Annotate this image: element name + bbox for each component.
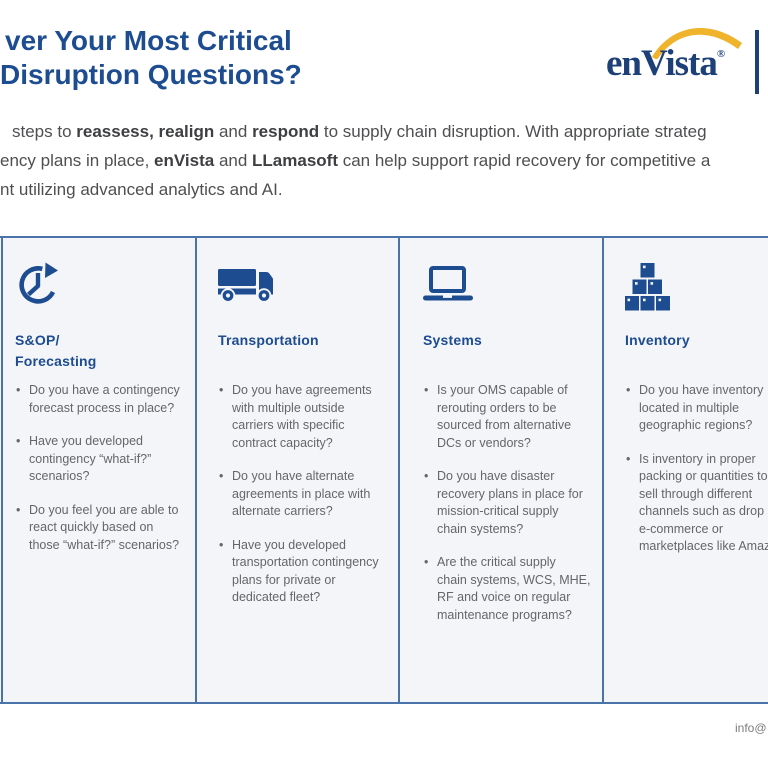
truck-icon bbox=[218, 267, 274, 307]
registered-trademark: ® bbox=[716, 48, 726, 60]
column-divider-3 bbox=[602, 236, 604, 704]
boxes-icon bbox=[625, 263, 671, 316]
column-heading: Systems bbox=[423, 332, 482, 348]
column-heading: Inventory bbox=[625, 332, 690, 348]
contact-email: info@ bbox=[735, 721, 767, 735]
page-title-line2: Disruption Questions? bbox=[0, 59, 302, 90]
intro-line-2: ency plans in place, enVista and LLamaso… bbox=[0, 151, 711, 170]
table-bottom-border bbox=[0, 702, 768, 704]
logo-swoosh-icon bbox=[652, 28, 742, 59]
page-title: ver Your Most Critical Disruption Questi… bbox=[0, 24, 302, 92]
column-systems: Systems Is your OMS capable ofrerouting … bbox=[423, 236, 595, 704]
questions-table: S&OP/Forecasting Do you have a contingen… bbox=[0, 236, 768, 704]
envista-logo: enVista® bbox=[606, 26, 758, 98]
table-top-border bbox=[0, 236, 768, 238]
intro-line-3: nt utilizing advanced analytics and AI. bbox=[0, 180, 283, 199]
column-divider-1 bbox=[195, 236, 197, 704]
logo-divider bbox=[755, 30, 759, 94]
logo-wordmark: enVista® bbox=[606, 42, 725, 85]
column-sop-forecasting: S&OP/Forecasting Do you have a contingen… bbox=[15, 236, 187, 704]
column-transportation: Transportation Do you have agreementswit… bbox=[218, 236, 390, 704]
column-heading: Transportation bbox=[218, 332, 319, 348]
intro-line-1: steps to reassess, realign and respond t… bbox=[12, 122, 707, 141]
clock-refresh-icon bbox=[15, 261, 61, 312]
page-title-line1: ver Your Most Critical bbox=[5, 25, 292, 56]
intro-paragraph: steps to reassess, realign and respond t… bbox=[0, 117, 710, 204]
logo-brand-text: enVista bbox=[606, 43, 718, 84]
column-heading: S&OP/Forecasting bbox=[15, 332, 97, 369]
table-left-border bbox=[1, 236, 3, 704]
column-divider-2 bbox=[398, 236, 400, 704]
laptop-icon bbox=[423, 266, 473, 306]
